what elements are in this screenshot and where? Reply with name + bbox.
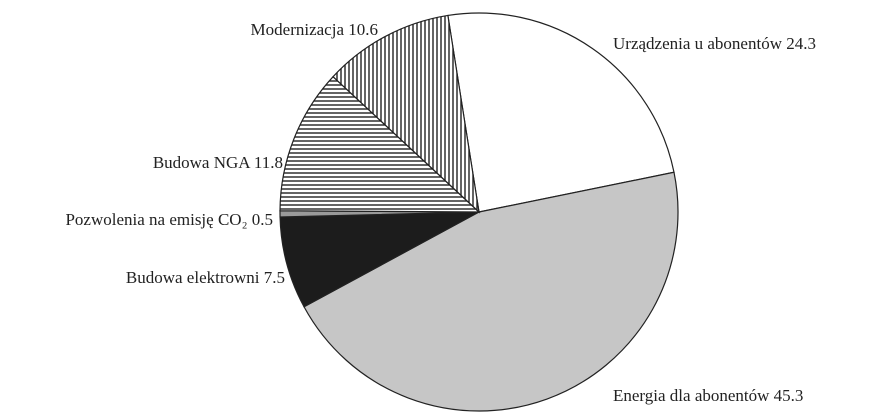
slice-label-value: 10.6 [348, 20, 378, 39]
slice-label-name: Pozwolenia na emisję CO₂ [65, 210, 247, 229]
slice-label: Budowa elektrowni 7.5 [126, 268, 285, 287]
pie-slice [332, 14, 480, 214]
slice-label-name: Energia dla abonentów [613, 386, 770, 405]
slice-label-name: Urządzenia u abonentów [613, 34, 783, 53]
slice-label-value: 45.3 [774, 386, 804, 405]
slice-label-name: Budowa NGA [153, 153, 251, 172]
slice-label-value: 0.5 [252, 210, 273, 229]
slice-label-name: Budowa elektrowni [126, 268, 260, 287]
slice-label-value: 11.8 [254, 153, 283, 172]
slice-label: Urządzenia u abonentów 24.3 [613, 34, 816, 53]
slice-label: Modernizacja 10.6 [251, 20, 378, 39]
slice-label-value: 24.3 [786, 34, 816, 53]
pie-slice [279, 75, 481, 213]
slice-label: Energia dla abonentów 45.3 [613, 386, 803, 405]
pie-slice [303, 171, 679, 412]
slice-label-value: 7.5 [264, 268, 285, 287]
slice-label: Pozwolenia na emisję CO₂ 0.5 [65, 210, 273, 229]
pie-slice [447, 12, 675, 213]
slice-label-name: Modernizacja [251, 20, 345, 39]
slice-label: Budowa NGA 11.8 [153, 153, 283, 172]
